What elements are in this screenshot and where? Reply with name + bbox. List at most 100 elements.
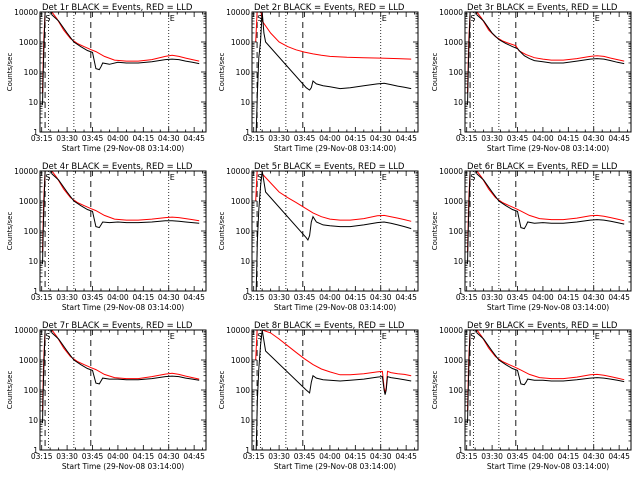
y-tick-label: 1000 [444,38,463,47]
x-tick-label: 04:45 [183,293,205,302]
x-axis-label: Start Time (29-Nov-08 03:14:00) [62,303,184,312]
x-tick-label: 03:30 [481,452,503,461]
x-tick-label: 04:30 [158,293,180,302]
series-line-lld [467,330,625,412]
y-tick-label: 1000 [444,356,463,365]
y-tick-label: 100 [449,227,464,236]
x-tick-label: 04:15 [345,134,367,143]
x-tick-label: 03:45 [82,452,104,461]
x-tick-label: 04:30 [583,452,605,461]
y-tick-label: 1 [33,128,38,137]
series-line-lld [255,330,412,394]
y-tick-label: 1 [33,287,38,296]
x-axis-label: Start Time (29-Nov-08 03:14:00) [274,462,396,471]
x-tick-label: 04:30 [370,134,392,143]
y-axis-label: Counts/sec [6,53,14,92]
x-tick-label: 03:15 [243,452,265,461]
y-tick-label: 100 [24,386,39,395]
x-tick-label: 03:15 [456,452,478,461]
y-tick-label: 1000 [19,197,38,206]
x-tick-label: 03:30 [268,134,290,143]
series-line-lld [42,12,200,94]
y-tick-label: 10 [453,416,463,425]
x-tick-label: 03:15 [31,293,53,302]
y-tick-label: 100 [236,386,251,395]
series-line-events [467,330,625,423]
x-axis-label: Start Time (29-Nov-08 03:14:00) [274,303,396,312]
y-tick-label: 1000 [19,356,38,365]
marker-label-s: S [470,14,475,23]
y-tick-label: 1000 [444,197,463,206]
x-tick-label: 04:15 [133,452,155,461]
y-tick-label: 100 [236,68,251,77]
y-axis-label: Counts/sec [431,371,439,410]
y-tick-label: 1000 [19,38,38,47]
series-line-lld [255,12,412,60]
y-tick-label: 10 [240,416,250,425]
y-tick-label: 10000 [14,326,38,335]
y-tick-label: 100 [236,227,251,236]
marker-label-s: S [257,173,262,182]
x-tick-label: 03:45 [507,134,529,143]
x-tick-label: 04:15 [558,293,580,302]
x-tick-label: 04:15 [345,293,367,302]
series-line-events [467,12,625,105]
y-tick-label: 1 [33,446,38,455]
x-tick-label: 03:15 [31,134,53,143]
series-line-lld [255,171,412,222]
series-line-lld [467,12,625,94]
x-tick-label: 03:45 [294,293,316,302]
y-tick-label: 10 [240,257,250,266]
x-tick-label: 04:00 [107,293,129,302]
series-line-lld [42,171,200,253]
panel-title: Det 1r BLACK = Events, RED = LLD [42,3,193,13]
x-tick-label: 04:15 [558,134,580,143]
x-tick-label: 04:45 [395,134,417,143]
series-line-events [255,330,412,450]
x-tick-label: 04:30 [370,293,392,302]
y-tick-label: 10 [240,98,250,107]
panel-title: Det 8r BLACK = Events, RED = LLD [254,321,405,331]
panel-title: Det 6r BLACK = Events, RED = LLD [467,162,618,172]
y-axis-label: Counts/sec [431,53,439,92]
y-tick-label: 1000 [231,356,250,365]
x-tick-label: 03:30 [481,134,503,143]
y-tick-label: 10 [28,416,38,425]
x-tick-label: 04:45 [395,452,417,461]
x-tick-label: 03:30 [481,293,503,302]
y-tick-label: 10 [453,257,463,266]
x-tick-label: 04:30 [158,134,180,143]
marker-label-s: S [45,14,50,23]
x-axis-label: Start Time (29-Nov-08 03:14:00) [62,144,184,153]
panel-title: Det 4r BLACK = Events, RED = LLD [42,162,193,172]
x-axis-label: Start Time (29-Nov-08 03:14:00) [62,462,184,471]
x-axis-label: Start Time (29-Nov-08 03:14:00) [487,462,609,471]
marker-label-e: E [170,173,175,182]
x-tick-label: 03:30 [56,293,78,302]
y-tick-label: 10000 [14,8,38,17]
x-tick-label: 04:45 [395,293,417,302]
x-tick-label: 04:45 [608,452,630,461]
marker-label-e: E [382,14,387,23]
y-tick-label: 10 [28,98,38,107]
marker-label-s: S [45,173,50,182]
x-tick-label: 04:00 [107,452,129,461]
y-tick-label: 10 [28,257,38,266]
x-tick-label: 04:45 [183,134,205,143]
marker-label-e: E [595,332,600,341]
y-tick-label: 10000 [439,8,463,17]
y-tick-label: 1 [245,128,250,137]
y-axis-label: Counts/sec [431,212,439,251]
x-tick-label: 03:15 [456,134,478,143]
y-tick-label: 10000 [226,167,250,176]
y-tick-label: 1 [458,287,463,296]
x-tick-label: 03:30 [56,452,78,461]
y-tick-label: 1 [245,446,250,455]
y-tick-label: 1 [458,446,463,455]
series-line-lld [42,330,200,412]
series-line-lld [467,171,625,253]
x-tick-label: 03:45 [294,452,316,461]
